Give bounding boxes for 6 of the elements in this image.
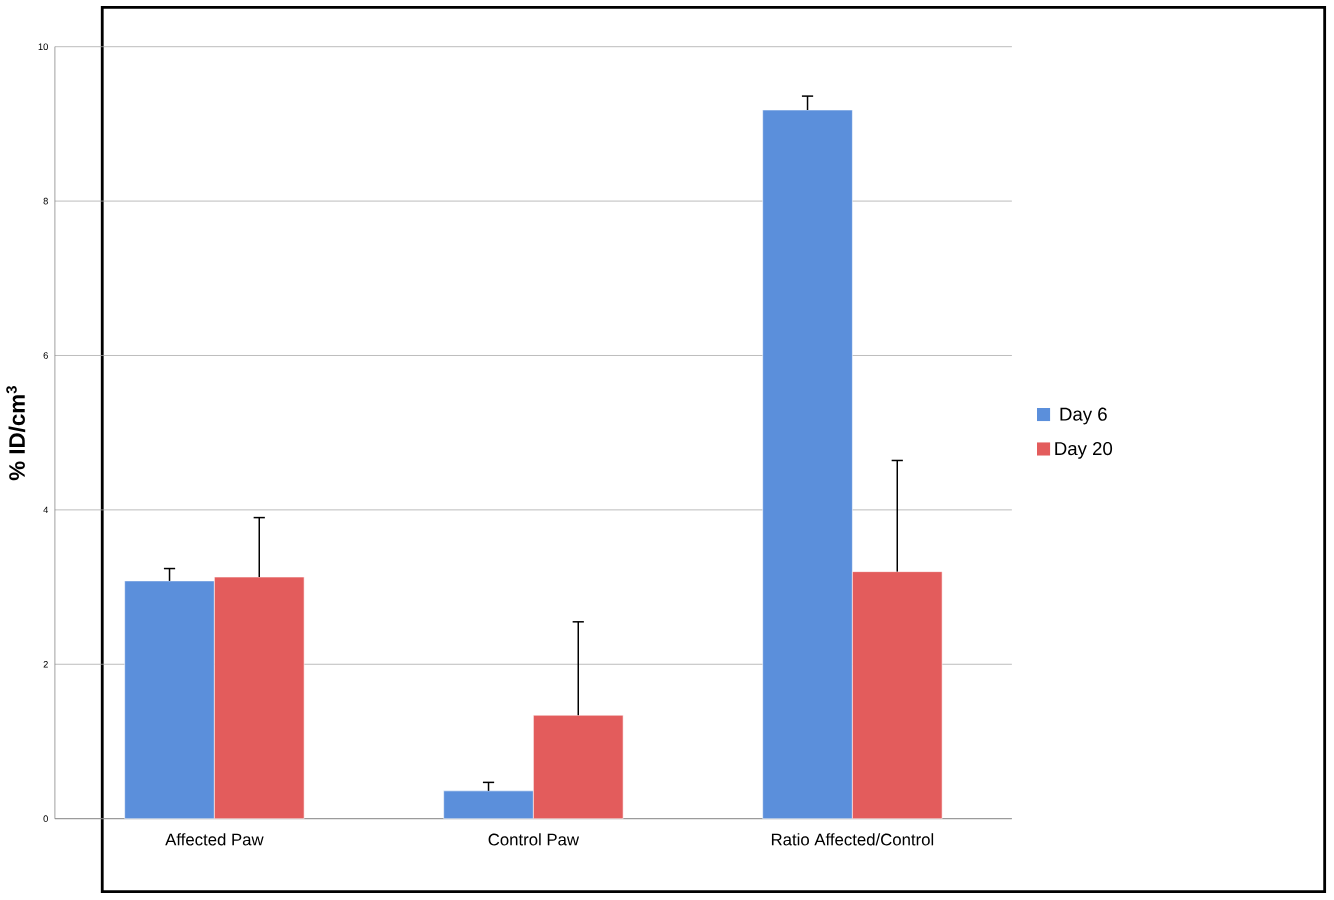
y-axis-title: % ID/cm$^{3}$ [6,385,26,480]
x-tick-label: Ratio Affected/Control [771,832,934,846]
legend-label: Day 6 [1060,407,1107,424]
x-tick-label: Control Paw [488,832,580,846]
x-tick-label: Affected Paw [165,832,264,846]
legend-label: Day 20 [1055,441,1113,459]
